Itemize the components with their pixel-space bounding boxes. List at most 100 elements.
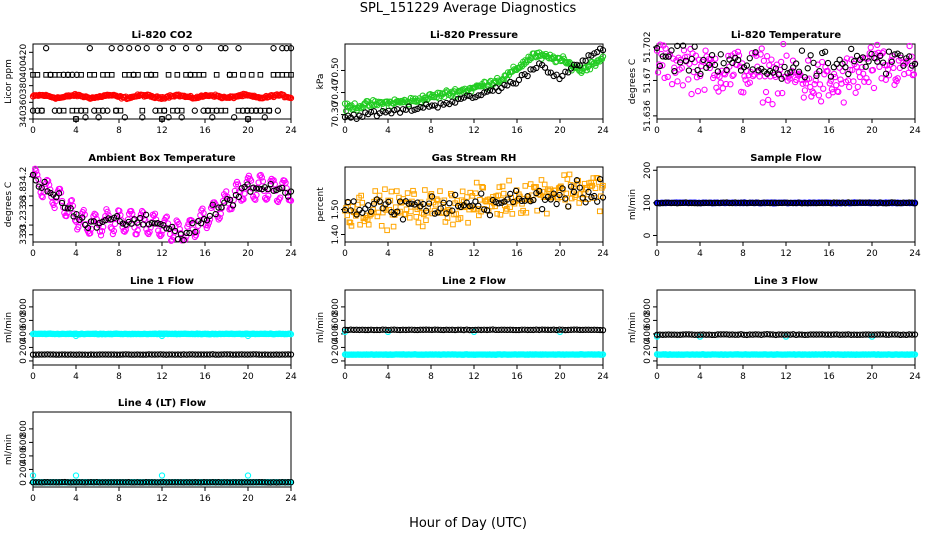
data-point — [434, 104, 441, 111]
data-point — [518, 71, 525, 79]
data-point — [70, 351, 77, 358]
data-point — [434, 326, 441, 333]
y-tick-label: 100 — [643, 194, 653, 211]
data-point — [394, 208, 401, 215]
data-point — [792, 60, 800, 67]
data-point — [160, 479, 167, 486]
data-point — [449, 192, 455, 199]
data-point — [703, 199, 710, 207]
data-point — [121, 114, 128, 121]
data-point — [781, 199, 788, 206]
data-point — [47, 479, 54, 486]
data-point — [850, 199, 858, 207]
data-point — [720, 60, 727, 67]
data-point — [38, 479, 45, 486]
data-point — [769, 199, 777, 206]
data-point — [131, 479, 138, 486]
data-point — [253, 351, 260, 358]
plot-frame — [344, 43, 604, 120]
x-tick-label: 0 — [654, 249, 660, 259]
y-tick-label: 1.40 — [331, 224, 341, 244]
data-point — [231, 114, 238, 121]
data-point — [65, 72, 71, 78]
data-point — [792, 331, 800, 339]
panel-pressure: Li-820 Pressure 0 4 8 12 16 20 24 70.3070.4070.5… — [316, 30, 609, 136]
x-tick-label: 24 — [285, 494, 297, 504]
data-point — [399, 106, 407, 113]
data-point — [38, 351, 45, 358]
data-point — [766, 331, 774, 338]
data-point — [82, 107, 89, 114]
data-point — [76, 351, 83, 358]
data-point — [388, 326, 395, 333]
data-point — [206, 479, 213, 486]
data-point — [192, 479, 199, 486]
data-point — [859, 199, 866, 206]
data-point — [270, 187, 277, 194]
data-point — [723, 331, 730, 338]
data-point — [410, 187, 416, 194]
data-point — [229, 479, 237, 486]
data-point — [250, 479, 257, 486]
data-point — [778, 199, 785, 207]
data-point — [29, 107, 37, 114]
data-point — [347, 207, 354, 214]
data-point — [200, 478, 208, 486]
data-point — [596, 175, 604, 183]
data-point — [134, 219, 141, 226]
data-point — [586, 66, 594, 73]
x-tick-label: 16 — [823, 126, 835, 136]
data-point — [419, 223, 426, 230]
data-point — [267, 479, 274, 486]
data-point — [885, 72, 893, 79]
data-point — [706, 199, 713, 206]
data-point — [212, 351, 219, 358]
data-point — [868, 331, 875, 338]
data-point — [812, 77, 819, 84]
data-point — [454, 95, 462, 102]
data-point — [284, 189, 291, 196]
data-point — [224, 351, 231, 358]
data-point — [553, 200, 560, 208]
data-point — [177, 479, 184, 486]
data-point — [492, 198, 499, 206]
data-point — [163, 213, 171, 220]
data-point — [735, 331, 742, 338]
data-point — [585, 188, 592, 196]
data-point — [585, 52, 592, 59]
data-point — [396, 109, 404, 116]
x-tick-label: 20 — [554, 372, 566, 382]
data-point — [38, 184, 45, 191]
data-point — [116, 479, 124, 486]
data-point — [716, 73, 723, 80]
data-point — [816, 199, 823, 207]
data-point — [496, 184, 503, 190]
x-tick-label: 16 — [511, 126, 523, 136]
x-tick-label: 0 — [30, 126, 36, 136]
data-point — [790, 64, 797, 71]
data-point — [425, 326, 433, 333]
data-point — [891, 199, 898, 206]
data-point — [694, 200, 701, 207]
data-point — [67, 479, 74, 486]
data-point — [752, 199, 759, 206]
data-point — [570, 188, 578, 196]
data-point — [668, 47, 675, 54]
y-tick-label: 800 — [19, 420, 29, 437]
data-point — [827, 331, 835, 338]
data-point — [64, 479, 71, 486]
data-point — [218, 351, 225, 358]
data-point — [518, 197, 525, 205]
data-point — [845, 70, 852, 78]
data-point — [417, 103, 424, 111]
x-tick-label: 8 — [116, 126, 122, 136]
data-point — [833, 331, 840, 338]
data-point — [215, 204, 222, 211]
data-point — [161, 107, 167, 114]
data-point — [729, 72, 736, 80]
data-point — [374, 213, 381, 220]
data-point — [911, 351, 919, 358]
data-point — [284, 193, 292, 200]
